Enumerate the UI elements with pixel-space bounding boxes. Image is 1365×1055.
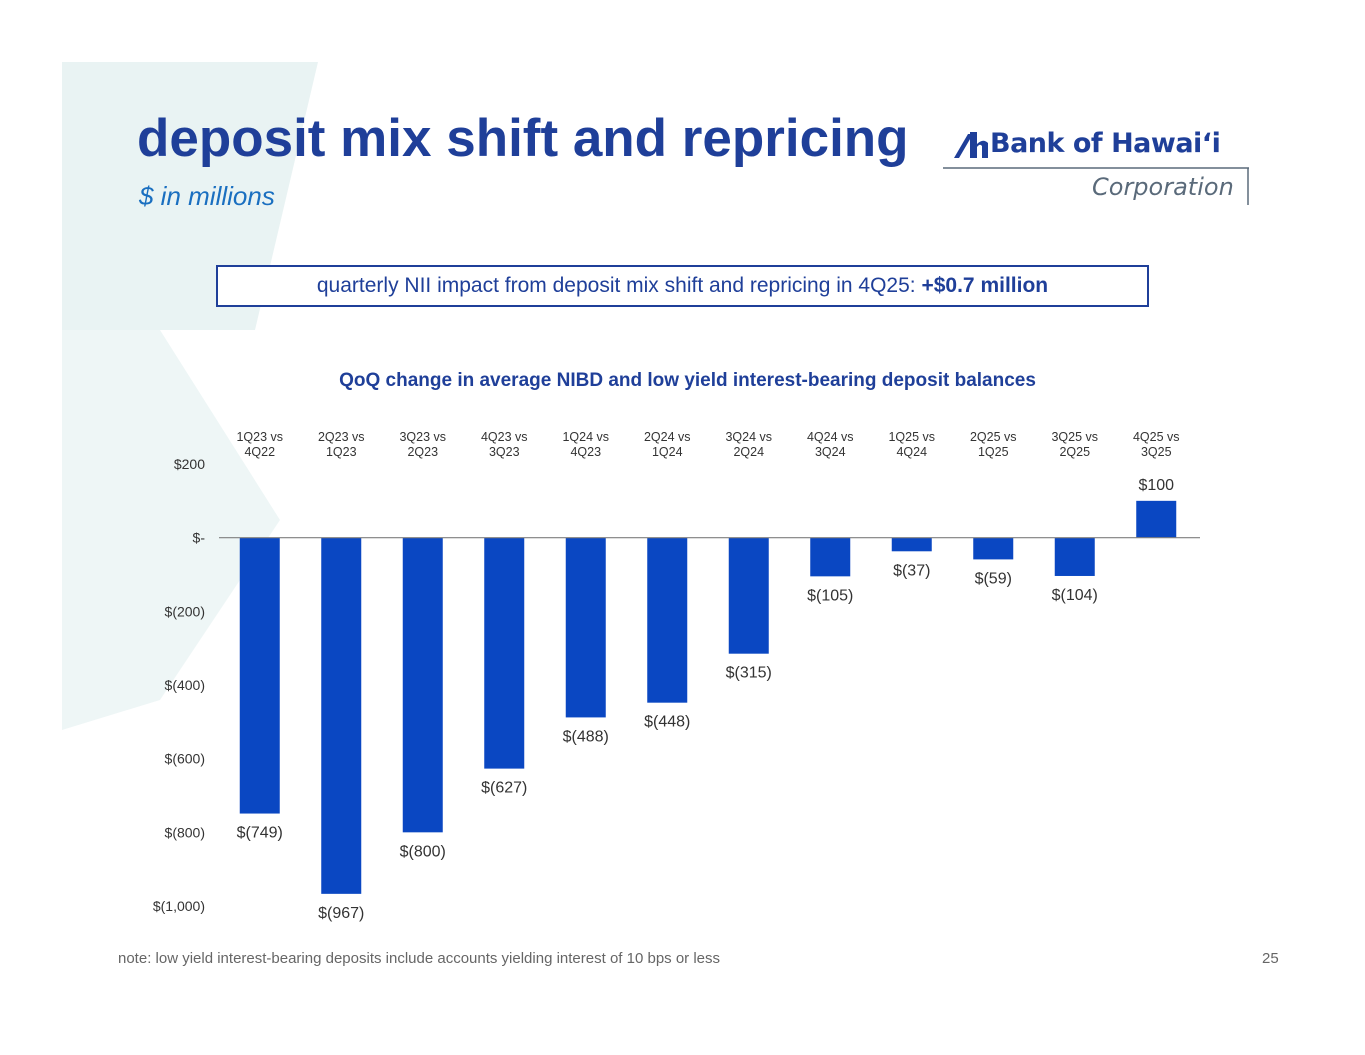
- y-tick-label: $-: [193, 530, 206, 546]
- bar: [402, 537, 443, 833]
- bar: [810, 537, 851, 577]
- bar: [239, 537, 280, 814]
- y-tick-label: $(400): [165, 677, 205, 693]
- chart-title: QoQ change in average NIBD and low yield…: [339, 370, 1036, 391]
- bar: [565, 537, 606, 718]
- x-category-label: 1Q23 vs 4Q22: [236, 430, 283, 459]
- data-label: $(315): [726, 665, 772, 682]
- bar: [647, 537, 688, 703]
- bar: [728, 537, 769, 654]
- page-number: 25: [1262, 950, 1279, 967]
- data-label: $(105): [807, 587, 853, 604]
- callout-highlight: +$0.7 million: [921, 274, 1049, 297]
- data-label: $(448): [644, 714, 690, 731]
- bar: [1054, 537, 1095, 576]
- page-title: deposit mix shift and repricing: [137, 109, 909, 168]
- bar: [321, 537, 362, 894]
- data-label: $(749): [237, 825, 283, 842]
- company-logo: Bank of Hawaiʻi Corporation: [940, 118, 1260, 213]
- logo-name: Bank of Hawaiʻi: [990, 128, 1221, 159]
- data-label: $100: [1138, 477, 1174, 494]
- y-tick-label: $(800): [165, 824, 205, 840]
- data-label: $(104): [1052, 587, 1098, 604]
- data-label: $(627): [481, 780, 527, 797]
- x-category-label: 3Q24 vs 2Q24: [725, 430, 772, 459]
- x-category-label: 3Q23 vs 2Q23: [399, 430, 446, 459]
- bar: [484, 537, 525, 769]
- logo-subtitle: Corporation: [1092, 173, 1234, 201]
- page-subtitle: $ in millions: [139, 181, 275, 211]
- data-label: $(800): [400, 843, 446, 860]
- bar: [973, 537, 1014, 560]
- x-category-label: 3Q25 vs 2Q25: [1051, 430, 1098, 459]
- y-tick-label: $(600): [165, 751, 205, 767]
- x-category-label: 1Q25 vs 4Q24: [888, 430, 935, 459]
- data-label: $(59): [975, 570, 1012, 587]
- x-category-label: 4Q23 vs 3Q23: [481, 430, 528, 459]
- data-label: $(488): [563, 728, 609, 745]
- x-category-label: 2Q25 vs 1Q25: [970, 430, 1017, 459]
- x-category-label: 4Q25 vs 3Q25: [1133, 430, 1180, 459]
- y-tick-label: $(1,000): [153, 898, 205, 914]
- data-label: $(37): [893, 562, 930, 579]
- footnote: note: low yield interest-bearing deposit…: [118, 950, 721, 967]
- x-category-label: 1Q24 vs 4Q23: [562, 430, 609, 459]
- callout-text: quarterly NII impact from deposit mix sh…: [316, 274, 922, 297]
- x-category-label: 2Q24 vs 1Q24: [644, 430, 691, 459]
- logo-rule: [943, 167, 1249, 205]
- x-category-label: 2Q23 vs 1Q23: [318, 430, 365, 459]
- y-tick-label: $(200): [165, 603, 205, 619]
- data-label: $(967): [318, 905, 364, 922]
- logo-mark-icon: [954, 132, 988, 158]
- y-tick-label: $200: [174, 456, 205, 472]
- bar: [891, 537, 932, 552]
- x-category-label: 4Q24 vs 3Q24: [807, 430, 854, 459]
- nii-impact-callout: quarterly NII impact from deposit mix sh…: [216, 265, 1149, 307]
- bar: [1136, 500, 1177, 538]
